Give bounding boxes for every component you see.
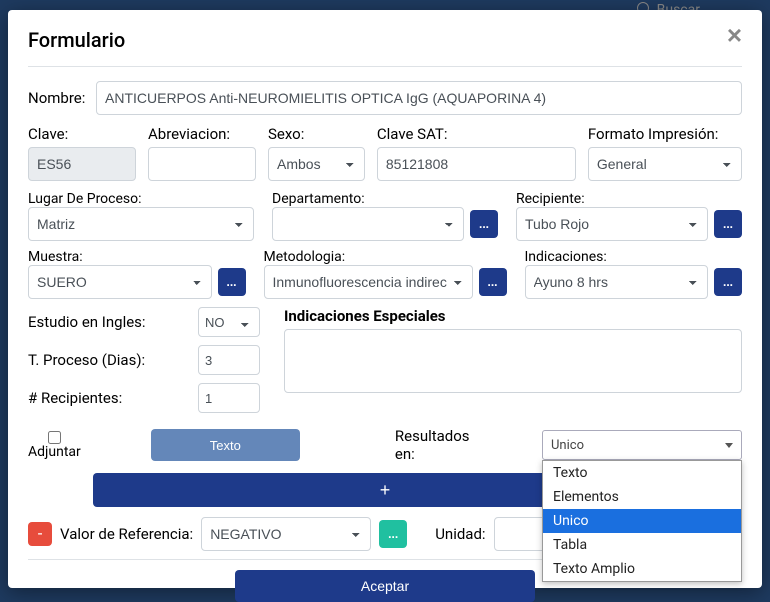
aceptar-button[interactable]: Aceptar bbox=[235, 570, 535, 602]
muestra-select[interactable]: SUERO bbox=[28, 265, 212, 299]
row-muestra: Muestra: SUERO ... Metodologia: Inmunofl… bbox=[28, 249, 742, 299]
chevron-down-icon bbox=[725, 443, 733, 448]
row-extras: Estudio en Ingles: NO T. Proceso (Dias):… bbox=[28, 307, 742, 421]
metod-label: Metodologia: bbox=[264, 249, 507, 265]
nombre-label: Nombre: bbox=[28, 89, 88, 107]
sexo-select[interactable]: Ambos bbox=[268, 147, 365, 181]
valref-label: Valor de Referencia: bbox=[60, 525, 193, 543]
dropdown-item-unico[interactable]: Unico bbox=[543, 509, 741, 533]
formato-select[interactable]: General bbox=[588, 147, 742, 181]
unidad-label: Unidad: bbox=[435, 525, 485, 543]
resultados-dropdown-menu: Texto Elementos Unico Tabla Texto Amplio bbox=[542, 460, 742, 582]
row-lugar: Lugar De Proceso: Matriz Departamento: .… bbox=[28, 191, 742, 241]
dropdown-item-textoamplio[interactable]: Texto Amplio bbox=[543, 557, 741, 581]
indic-label: Indicaciones: bbox=[525, 249, 743, 265]
metod-select[interactable]: Inmunofluorescencia indirec bbox=[264, 265, 473, 299]
indesp-label: Indicaciones Especiales bbox=[284, 307, 742, 325]
nrecip-label: # Recipientes: bbox=[28, 389, 122, 407]
dropdown-item-texto[interactable]: Texto bbox=[543, 461, 741, 485]
depto-more-button[interactable]: ... bbox=[470, 210, 498, 238]
abrev-label: Abreviacion: bbox=[148, 125, 256, 143]
indic-more-button[interactable]: ... bbox=[714, 268, 742, 296]
sexo-label: Sexo: bbox=[268, 125, 365, 143]
clave-label: Clave: bbox=[28, 125, 136, 143]
ingles-label: Estudio en Ingles: bbox=[28, 313, 146, 331]
row-clave: Clave: Abreviacion: Sexo: Ambos Clave SA… bbox=[28, 125, 742, 181]
tproc-label: T. Proceso (Dias): bbox=[28, 351, 145, 369]
lugar-label: Lugar De Proceso: bbox=[28, 191, 254, 207]
abrev-input[interactable] bbox=[148, 147, 256, 181]
valref-more-button[interactable]: ... bbox=[379, 520, 407, 548]
recip-more-button[interactable]: ... bbox=[714, 210, 742, 238]
remove-button[interactable]: - bbox=[28, 522, 52, 546]
clavesat-label: Clave SAT: bbox=[377, 125, 576, 143]
modal-header: Formulario × bbox=[28, 28, 742, 67]
nombre-row: Nombre: bbox=[28, 81, 742, 115]
lugar-select[interactable]: Matriz bbox=[28, 207, 254, 241]
adjuntar-checkbox[interactable] bbox=[28, 431, 81, 444]
metod-more-button[interactable]: ... bbox=[479, 268, 507, 296]
adjuntar-label: Adjuntar bbox=[28, 444, 81, 460]
formato-label: Formato Impresión: bbox=[588, 125, 742, 143]
muestra-more-button[interactable]: ... bbox=[218, 268, 246, 296]
texto-button[interactable]: Texto bbox=[151, 429, 300, 461]
valref-select[interactable]: NEGATIVO bbox=[201, 517, 371, 551]
modal-title: Formulario bbox=[28, 28, 125, 52]
close-icon[interactable]: × bbox=[727, 28, 742, 44]
nrecip-input[interactable] bbox=[198, 383, 260, 413]
dropdown-item-tabla[interactable]: Tabla bbox=[543, 533, 741, 557]
depto-select[interactable] bbox=[272, 207, 464, 241]
clave-input bbox=[28, 147, 136, 181]
indic-select[interactable]: Ayuno 8 hrs bbox=[525, 265, 709, 299]
muestra-label: Muestra: bbox=[28, 249, 246, 265]
resultados-selected: Unico bbox=[551, 438, 584, 453]
indesp-textarea[interactable] bbox=[284, 329, 742, 393]
nombre-input[interactable] bbox=[96, 81, 742, 115]
tproc-input[interactable] bbox=[198, 345, 260, 375]
ingles-select[interactable]: NO bbox=[198, 307, 260, 337]
resultados-select[interactable]: Unico bbox=[542, 430, 742, 460]
resultados-label: Resultados en: bbox=[395, 427, 472, 463]
depto-label: Departamento: bbox=[272, 191, 498, 207]
dropdown-item-elementos[interactable]: Elementos bbox=[543, 485, 741, 509]
recip-select[interactable]: Tubo Rojo bbox=[516, 207, 708, 241]
form-modal: Formulario × Nombre: Clave: Abreviacion:… bbox=[8, 10, 762, 588]
recip-label: Recipiente: bbox=[516, 191, 742, 207]
clavesat-input[interactable] bbox=[377, 147, 576, 181]
adjuntar-row: Adjuntar Texto Resultados en: Unico Text… bbox=[28, 427, 742, 463]
